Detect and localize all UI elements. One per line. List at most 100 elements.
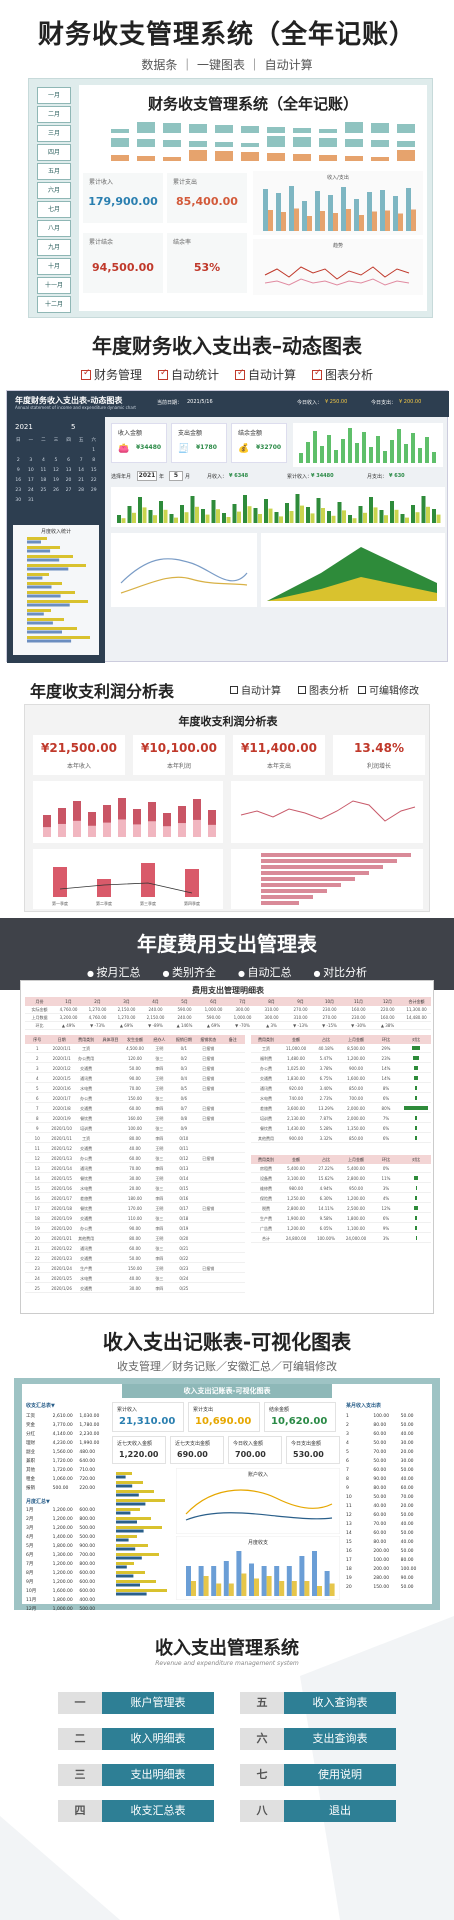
list-item: 3月 1,200.00 500.00 — [26, 1526, 96, 1531]
hbar — [116, 1583, 140, 1587]
calendar-day[interactable]: 21 — [78, 478, 84, 483]
calendar-day[interactable]: 19 — [53, 478, 59, 483]
hbar — [116, 1556, 142, 1560]
calendar-day[interactable]: 18 — [40, 478, 47, 483]
calendar-day[interactable]: 3 — [29, 458, 33, 463]
menu-item-income-query[interactable]: 五 收入查询表 — [240, 1692, 396, 1714]
menu-item-expense-detail[interactable]: 三 支出明细表 — [58, 1764, 214, 1786]
month-button[interactable]: 七月 — [37, 201, 71, 218]
calendar-day[interactable]: 30 — [15, 498, 22, 503]
calendar-day[interactable]: 5 — [54, 458, 58, 463]
menu-button[interactable]: 收支汇总表 — [102, 1800, 214, 1822]
calendar-day[interactable]: 27 — [65, 488, 72, 493]
calendar-day[interactable]: 20 — [65, 478, 72, 483]
date-value: 2021/5/16 — [187, 399, 213, 405]
calendar-day[interactable]: 23 — [15, 488, 22, 493]
calendar-day[interactable]: 29 — [90, 488, 97, 493]
calendar-day[interactable] — [26, 447, 37, 455]
menu-item-income-detail[interactable]: 二 收入明细表 — [58, 1728, 214, 1750]
calendar-day[interactable]: 9 — [16, 468, 20, 473]
bar — [73, 801, 81, 837]
bar — [216, 1583, 222, 1596]
calendar-day[interactable]: 15 — [90, 468, 97, 473]
calendar-day[interactable]: 31 — [27, 498, 34, 503]
calendar-day[interactable]: 6 — [67, 458, 70, 463]
bar — [148, 510, 153, 523]
calendar-day[interactable]: 25 — [40, 488, 47, 493]
table-row: 19 2020/1/20 办公费 90.00 李四 0/19 — [25, 1225, 245, 1233]
menu-button[interactable]: 收入查询表 — [284, 1692, 396, 1714]
menu-button[interactable]: 支出查询表 — [284, 1728, 396, 1750]
calendar-day[interactable]: 13 — [65, 468, 72, 473]
menu-item-instructions[interactable]: 七 使用说明 — [240, 1764, 396, 1786]
calendar-day[interactable]: 16 — [15, 478, 22, 483]
calendar-day[interactable]: 26 — [53, 488, 59, 493]
menu-button[interactable]: 退出 — [284, 1800, 396, 1822]
hbar — [116, 1481, 143, 1484]
table-row: 17 2020/1/18 餐饮费 170.00 王明 0/17 已报销 — [25, 1205, 245, 1213]
calendar-day[interactable] — [76, 447, 87, 455]
hbar — [27, 591, 75, 594]
calendar-day[interactable]: 10 — [27, 468, 34, 473]
calendar-day[interactable]: 28 — [78, 488, 84, 493]
menu-item-summary[interactable]: 四 收支汇总表 — [58, 1800, 214, 1822]
menu-item-exit[interactable]: 八 退出 — [240, 1800, 396, 1822]
calendar-day[interactable]: 4 — [41, 458, 45, 463]
calendar-day[interactable]: 24 — [27, 488, 34, 493]
calendar-day[interactable] — [51, 447, 62, 455]
month-button[interactable]: 一月 — [37, 87, 71, 104]
calendar-day[interactable]: 六 — [91, 438, 96, 443]
month-button[interactable]: 三月 — [37, 125, 71, 142]
calendar-year[interactable]: 2021 — [15, 423, 33, 431]
calendar-day[interactable]: 四 — [66, 438, 71, 443]
bar — [359, 215, 364, 231]
month-button[interactable]: 五月 — [37, 163, 71, 180]
bar — [380, 190, 385, 231]
menu-button[interactable]: 账户管理表 — [102, 1692, 214, 1714]
calendar-month[interactable]: 5 — [71, 423, 76, 431]
menu-item-account[interactable]: 一 账户管理表 — [58, 1692, 214, 1714]
bar — [367, 192, 372, 231]
bar — [223, 1561, 229, 1596]
kpi-7day-expense: 近七天支出金额 690.00 — [170, 1436, 224, 1464]
calendar-day[interactable] — [38, 447, 49, 455]
menu-button[interactable]: 使用说明 — [284, 1764, 396, 1786]
table-row: 实际金额 4,760.00 1,270.00 2,150.00 240.00 590.00… — [25, 1006, 431, 1014]
hbar — [116, 1565, 127, 1569]
calendar-day[interactable]: 17 — [27, 478, 34, 483]
month-button[interactable]: 四月 — [37, 144, 71, 161]
month-select[interactable]: 5 — [169, 471, 183, 481]
calendar-day[interactable]: 22 — [90, 478, 97, 483]
menu-button[interactable]: 支出明细表 — [102, 1764, 214, 1786]
calendar-day[interactable]: 2 — [16, 458, 20, 463]
calendar-day[interactable]: 7 — [79, 458, 83, 463]
month-button[interactable]: 九月 — [37, 239, 71, 256]
calendar-day[interactable]: 12 — [53, 468, 59, 473]
table-row: 合计 24,800.00 100.00% 24,000.00 3% — [251, 1235, 431, 1243]
calendar-day[interactable]: 8 — [92, 458, 96, 463]
calendar-day[interactable]: 一 — [28, 438, 34, 443]
month-button[interactable]: 六月 — [37, 182, 71, 199]
calendar-day[interactable]: 11 — [40, 468, 47, 473]
calendar-day[interactable]: 日 — [16, 438, 21, 443]
calendar-day[interactable]: 五 — [78, 438, 84, 443]
calendar-day[interactable]: 14 — [78, 468, 84, 473]
menu-button[interactable]: 收入明细表 — [102, 1728, 214, 1750]
month-button[interactable]: 二月 — [37, 106, 71, 123]
month-button[interactable]: 十月 — [37, 258, 71, 275]
month-button[interactable]: 八月 — [37, 220, 71, 237]
section6-title: 收入支出管理系统 — [155, 1638, 299, 1659]
month-button[interactable]: 十一月 — [37, 277, 71, 294]
kpi-cumulative-expense: 累计支出 10,690.00 — [188, 1402, 260, 1432]
feature-tag: 对比分析 — [314, 964, 367, 980]
menu-item-expense-query[interactable]: 六 支出查询表 — [240, 1728, 396, 1750]
calendar-day[interactable]: 1 — [92, 448, 96, 453]
year-select[interactable]: 2021 — [137, 471, 157, 481]
calendar-day[interactable]: 三 — [53, 438, 59, 443]
today-income-label: 今日收入： — [297, 400, 323, 406]
hbar — [116, 1571, 145, 1574]
calendar-day[interactable] — [13, 447, 24, 455]
month-button[interactable]: 十二月 — [37, 296, 71, 313]
calendar-day[interactable] — [63, 447, 74, 455]
calendar-day[interactable]: 二 — [41, 438, 46, 443]
